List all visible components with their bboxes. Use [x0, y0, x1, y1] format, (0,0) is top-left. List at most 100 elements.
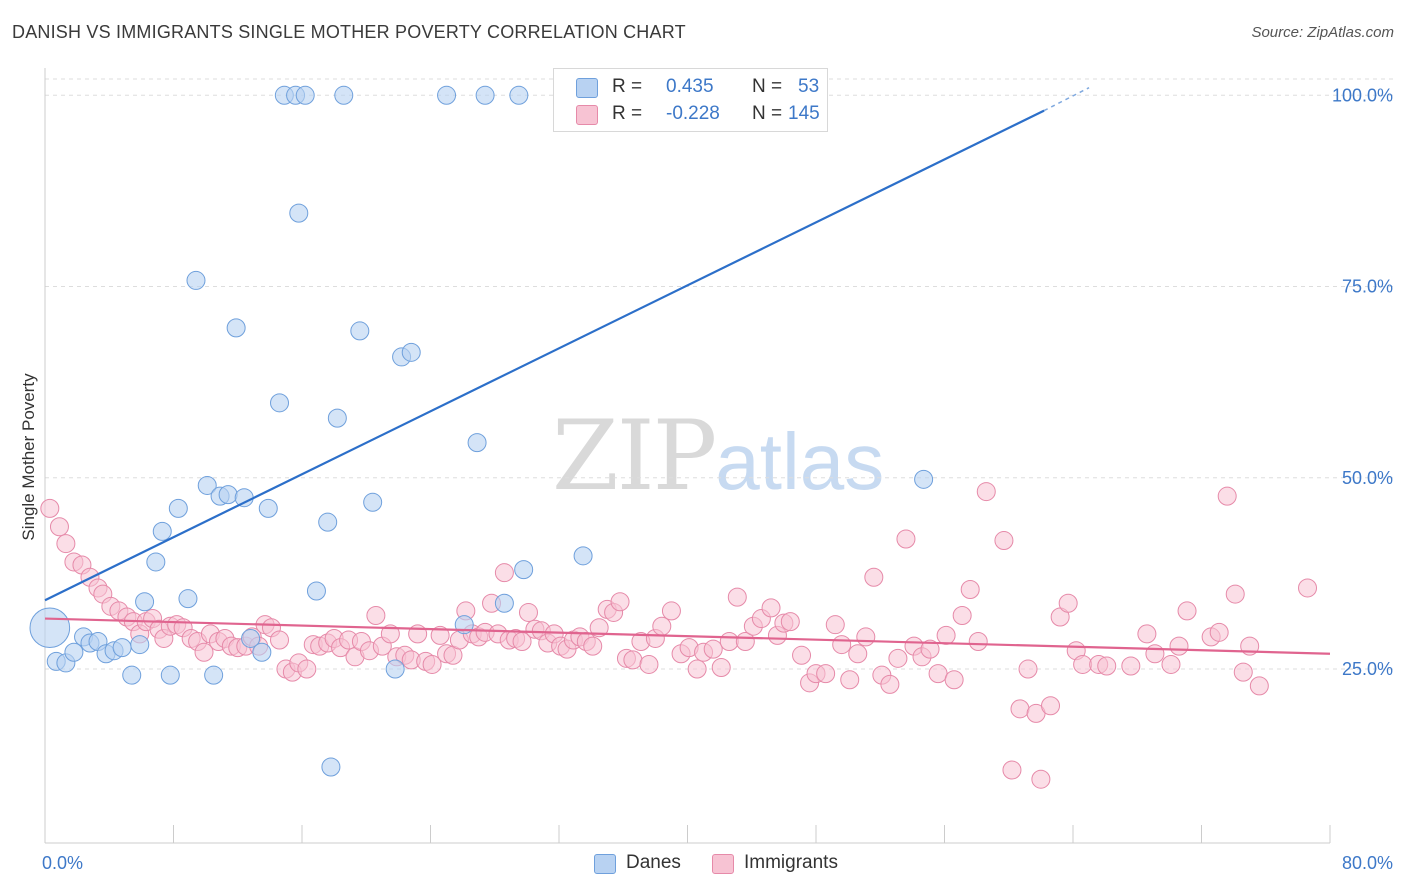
danes-point: [112, 638, 132, 658]
watermark: ZIPatlas: [552, 400, 884, 512]
immigrants-point: [1002, 760, 1022, 780]
danes-point: [258, 498, 278, 518]
immigrants-point: [703, 639, 723, 659]
danes-point: [186, 270, 206, 290]
immigrants-point: [1233, 662, 1253, 682]
immigrants-point: [976, 482, 996, 502]
immigrants-point: [1058, 593, 1078, 613]
correlation-legend: R = 0.435 N = 53 R = -0.228 N = 145: [553, 68, 828, 132]
danes-point: [135, 592, 155, 612]
immigrants-point: [1121, 656, 1141, 676]
danes-trend-extension: [1043, 86, 1090, 112]
immigrants-point: [1010, 699, 1030, 719]
grid-lines: [45, 78, 1395, 670]
immigrants-point: [422, 654, 442, 674]
danes-n-value: 53: [798, 76, 820, 97]
immigrants-point: [1041, 696, 1061, 716]
immigrants-point: [297, 659, 317, 679]
immigrants-point: [1169, 636, 1189, 656]
danes-point: [289, 203, 309, 223]
immigrants-point: [792, 645, 812, 665]
danes-point: [218, 485, 238, 505]
immigrants-point: [1145, 644, 1165, 664]
immigrants-point: [880, 674, 900, 694]
immigrants-point: [583, 636, 603, 656]
immigrants-point: [49, 517, 69, 537]
y-tick-label: 25.0%: [1342, 659, 1393, 679]
immigrants-point: [589, 618, 609, 638]
immigrants-point: [1161, 654, 1181, 674]
immigrants-point: [1137, 624, 1157, 644]
danes-point: [467, 433, 487, 453]
danes-point: [241, 628, 261, 648]
immigrants-point: [968, 632, 988, 652]
immigrants-point: [56, 534, 76, 554]
immigrants-point: [920, 639, 940, 659]
immigrants-point: [639, 654, 659, 674]
danes-trend-line: [44, 109, 1045, 602]
danes-point: [122, 665, 142, 685]
danes-point: [514, 560, 534, 580]
immigrants-point: [40, 498, 60, 518]
immigrants-point: [888, 648, 908, 668]
danes-point: [327, 408, 347, 428]
immigrants-point: [494, 563, 514, 583]
immigrants-point: [1097, 656, 1117, 676]
immigrants-point: [1225, 584, 1245, 604]
danes-point: [385, 659, 405, 679]
immigrants-point: [711, 658, 731, 678]
legend-r-label: R =: [612, 76, 643, 97]
immigrants-point: [1073, 654, 1093, 674]
danes-point: [363, 492, 383, 512]
immigrants-point: [896, 529, 916, 549]
immigrants-point: [761, 598, 781, 618]
danes-point: [204, 665, 224, 685]
legend-n-label: N =: [752, 76, 783, 97]
axis-labels: 25.0% 50.0% 75.0% 100.0% 0.0% 80.0% Single Mot…: [19, 85, 1393, 873]
immigrants-point: [652, 616, 672, 636]
legend-n-label: N =: [752, 103, 783, 124]
immigrants-point: [856, 627, 876, 647]
immigrants-point: [719, 632, 739, 652]
immigrants-point: [960, 579, 980, 599]
danes-point: [318, 512, 338, 532]
immigrants-point: [430, 625, 450, 645]
immigrants-point: [994, 531, 1014, 551]
y-tick-label: 50.0%: [1342, 468, 1393, 488]
axes: [44, 68, 1331, 844]
danes-point: [178, 589, 198, 609]
danes-point: [914, 469, 934, 489]
immigrants-point: [832, 635, 852, 655]
immigrants-point: [366, 606, 386, 625]
immigrants-point: [610, 592, 630, 612]
immigrants-point: [1298, 578, 1318, 598]
immigrants-n-value: 145: [788, 103, 820, 124]
immigrants-legend-label: Immigrants: [744, 852, 838, 873]
immigrants-point: [270, 630, 290, 650]
danes-point: [401, 342, 421, 362]
danes-legend-swatch: [594, 854, 616, 874]
immigrants-swatch: [576, 105, 598, 125]
y-tick-label: 100.0%: [1332, 85, 1393, 105]
danes-point: [64, 642, 84, 662]
danes-point: [494, 593, 514, 613]
danes-points: [29, 85, 934, 777]
danes-point: [130, 635, 150, 655]
immigrants-point: [816, 664, 836, 684]
immigrants-point: [661, 601, 681, 621]
danes-point: [234, 488, 254, 508]
y-tick-label: 75.0%: [1342, 277, 1393, 297]
danes-point: [197, 475, 217, 495]
immigrants-point: [848, 644, 868, 664]
danes-point: [350, 321, 370, 341]
immigrants-point: [194, 642, 214, 662]
immigrants-point: [928, 664, 948, 684]
x-tick-label: 80.0%: [1342, 853, 1393, 873]
watermark-zip: ZIP: [552, 400, 717, 512]
danes-point: [306, 581, 326, 601]
danes-point: [29, 607, 71, 649]
danes-point: [573, 546, 593, 566]
danes-point: [252, 642, 272, 662]
danes-point: [168, 498, 188, 518]
